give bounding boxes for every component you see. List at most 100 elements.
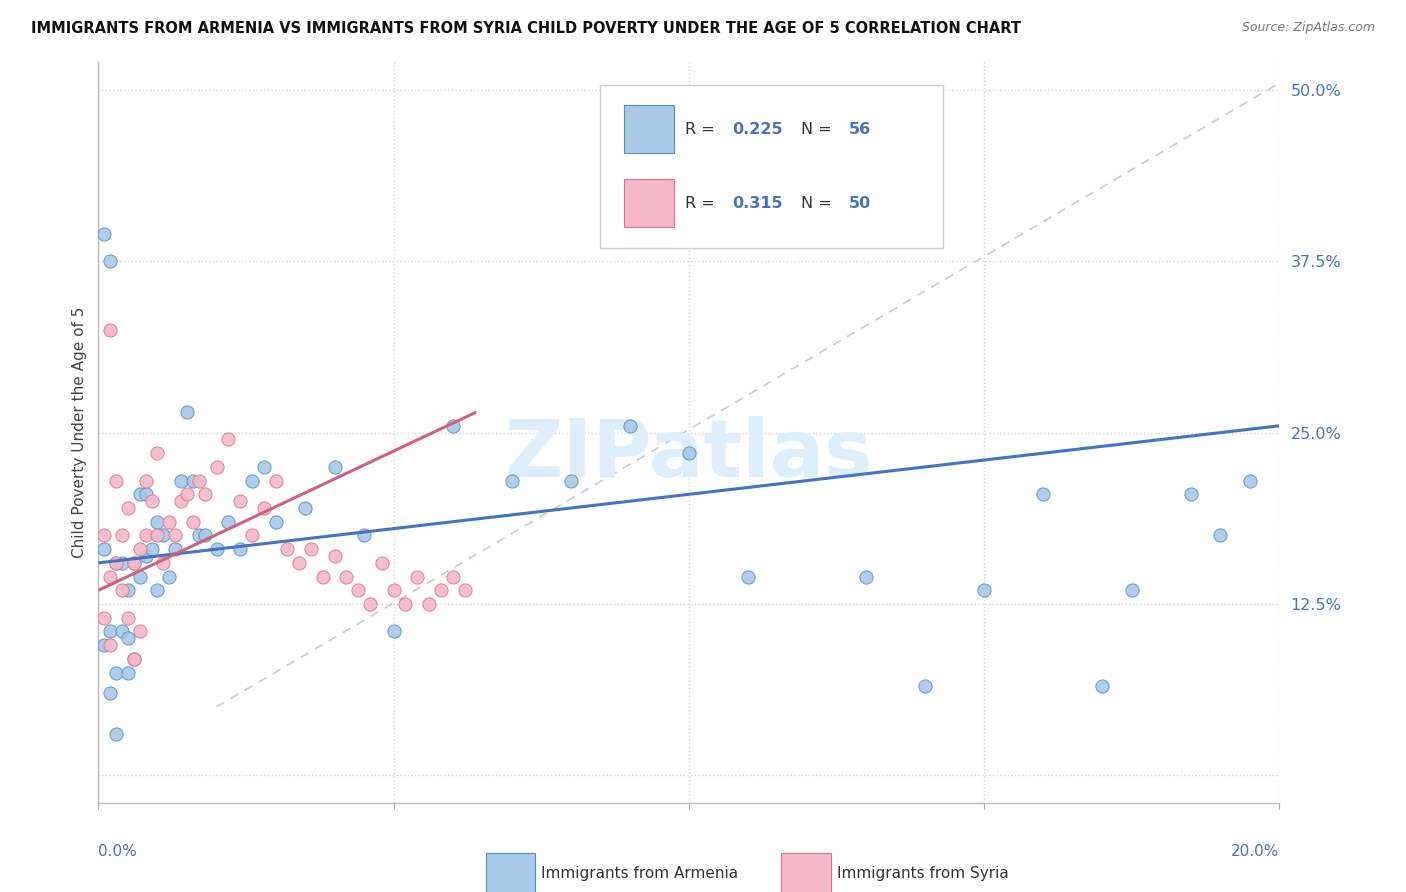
- Point: [165, 542, 187, 557]
- Text: ZIPatlas: ZIPatlas: [505, 416, 873, 494]
- Point: [105, 474, 128, 488]
- Point: [205, 459, 228, 474]
- Point: [240, 474, 263, 488]
- Point: [152, 556, 174, 570]
- Point: [264, 515, 287, 529]
- Point: [1239, 474, 1261, 488]
- FancyBboxPatch shape: [600, 85, 943, 247]
- Point: [205, 542, 228, 557]
- Point: [170, 474, 193, 488]
- Point: [382, 583, 405, 598]
- Text: Immigrants from Syria: Immigrants from Syria: [837, 865, 1008, 880]
- Point: [194, 528, 217, 542]
- Point: [394, 597, 416, 611]
- Point: [187, 528, 209, 542]
- Point: [105, 665, 128, 680]
- Point: [135, 528, 157, 542]
- Point: [194, 487, 217, 501]
- Point: [1121, 583, 1143, 598]
- Point: [187, 474, 209, 488]
- Point: [117, 665, 139, 680]
- Text: 0.315: 0.315: [733, 195, 783, 211]
- Text: N =: N =: [801, 121, 837, 136]
- Point: [98, 638, 121, 652]
- Point: [93, 542, 115, 557]
- Point: [181, 474, 204, 488]
- Point: [335, 569, 357, 583]
- FancyBboxPatch shape: [486, 853, 536, 892]
- Point: [128, 624, 150, 639]
- Point: [299, 542, 322, 557]
- Point: [323, 459, 346, 474]
- Point: [146, 446, 169, 460]
- FancyBboxPatch shape: [624, 179, 673, 227]
- Y-axis label: Child Poverty Under the Age of 5: Child Poverty Under the Age of 5: [72, 307, 87, 558]
- Point: [98, 569, 121, 583]
- Point: [276, 542, 298, 557]
- Text: Immigrants from Armenia: Immigrants from Armenia: [541, 865, 738, 880]
- Text: Source: ZipAtlas.com: Source: ZipAtlas.com: [1241, 21, 1375, 35]
- Point: [453, 583, 475, 598]
- Point: [619, 418, 641, 433]
- Point: [323, 549, 346, 563]
- Point: [128, 542, 150, 557]
- Point: [128, 487, 150, 501]
- Point: [217, 433, 239, 447]
- Point: [157, 569, 180, 583]
- Point: [973, 583, 995, 598]
- Point: [229, 494, 252, 508]
- Point: [430, 583, 453, 598]
- Point: [1180, 487, 1202, 501]
- Point: [105, 556, 128, 570]
- Point: [253, 459, 276, 474]
- Text: 0.0%: 0.0%: [98, 844, 138, 858]
- Point: [105, 727, 128, 741]
- Point: [288, 556, 311, 570]
- Point: [371, 556, 394, 570]
- Point: [441, 418, 464, 433]
- Point: [253, 501, 276, 516]
- Point: [93, 528, 115, 542]
- Point: [117, 610, 139, 624]
- Point: [111, 528, 134, 542]
- Point: [135, 474, 157, 488]
- Point: [105, 556, 128, 570]
- FancyBboxPatch shape: [624, 105, 673, 153]
- Point: [117, 632, 139, 646]
- Point: [122, 556, 145, 570]
- Point: [418, 597, 440, 611]
- Point: [98, 323, 121, 337]
- Point: [406, 569, 429, 583]
- Text: R =: R =: [685, 195, 720, 211]
- Point: [165, 528, 187, 542]
- Point: [382, 624, 405, 639]
- Point: [146, 515, 169, 529]
- FancyBboxPatch shape: [782, 853, 831, 892]
- Point: [176, 487, 198, 501]
- Point: [111, 556, 134, 570]
- Point: [914, 679, 936, 693]
- Point: [122, 652, 145, 666]
- Point: [122, 556, 145, 570]
- Point: [146, 528, 169, 542]
- Point: [152, 528, 174, 542]
- Text: 20.0%: 20.0%: [1232, 844, 1279, 858]
- Point: [98, 254, 121, 268]
- Point: [135, 549, 157, 563]
- Point: [855, 569, 877, 583]
- Text: 0.225: 0.225: [733, 121, 783, 136]
- Point: [441, 569, 464, 583]
- Point: [146, 583, 169, 598]
- Point: [93, 610, 115, 624]
- Point: [93, 227, 115, 241]
- Point: [678, 446, 700, 460]
- Point: [135, 487, 157, 501]
- Point: [294, 501, 316, 516]
- Point: [98, 624, 121, 639]
- Point: [312, 569, 335, 583]
- Point: [347, 583, 370, 598]
- Point: [560, 474, 582, 488]
- Point: [353, 528, 375, 542]
- Point: [128, 569, 150, 583]
- Point: [1209, 528, 1232, 542]
